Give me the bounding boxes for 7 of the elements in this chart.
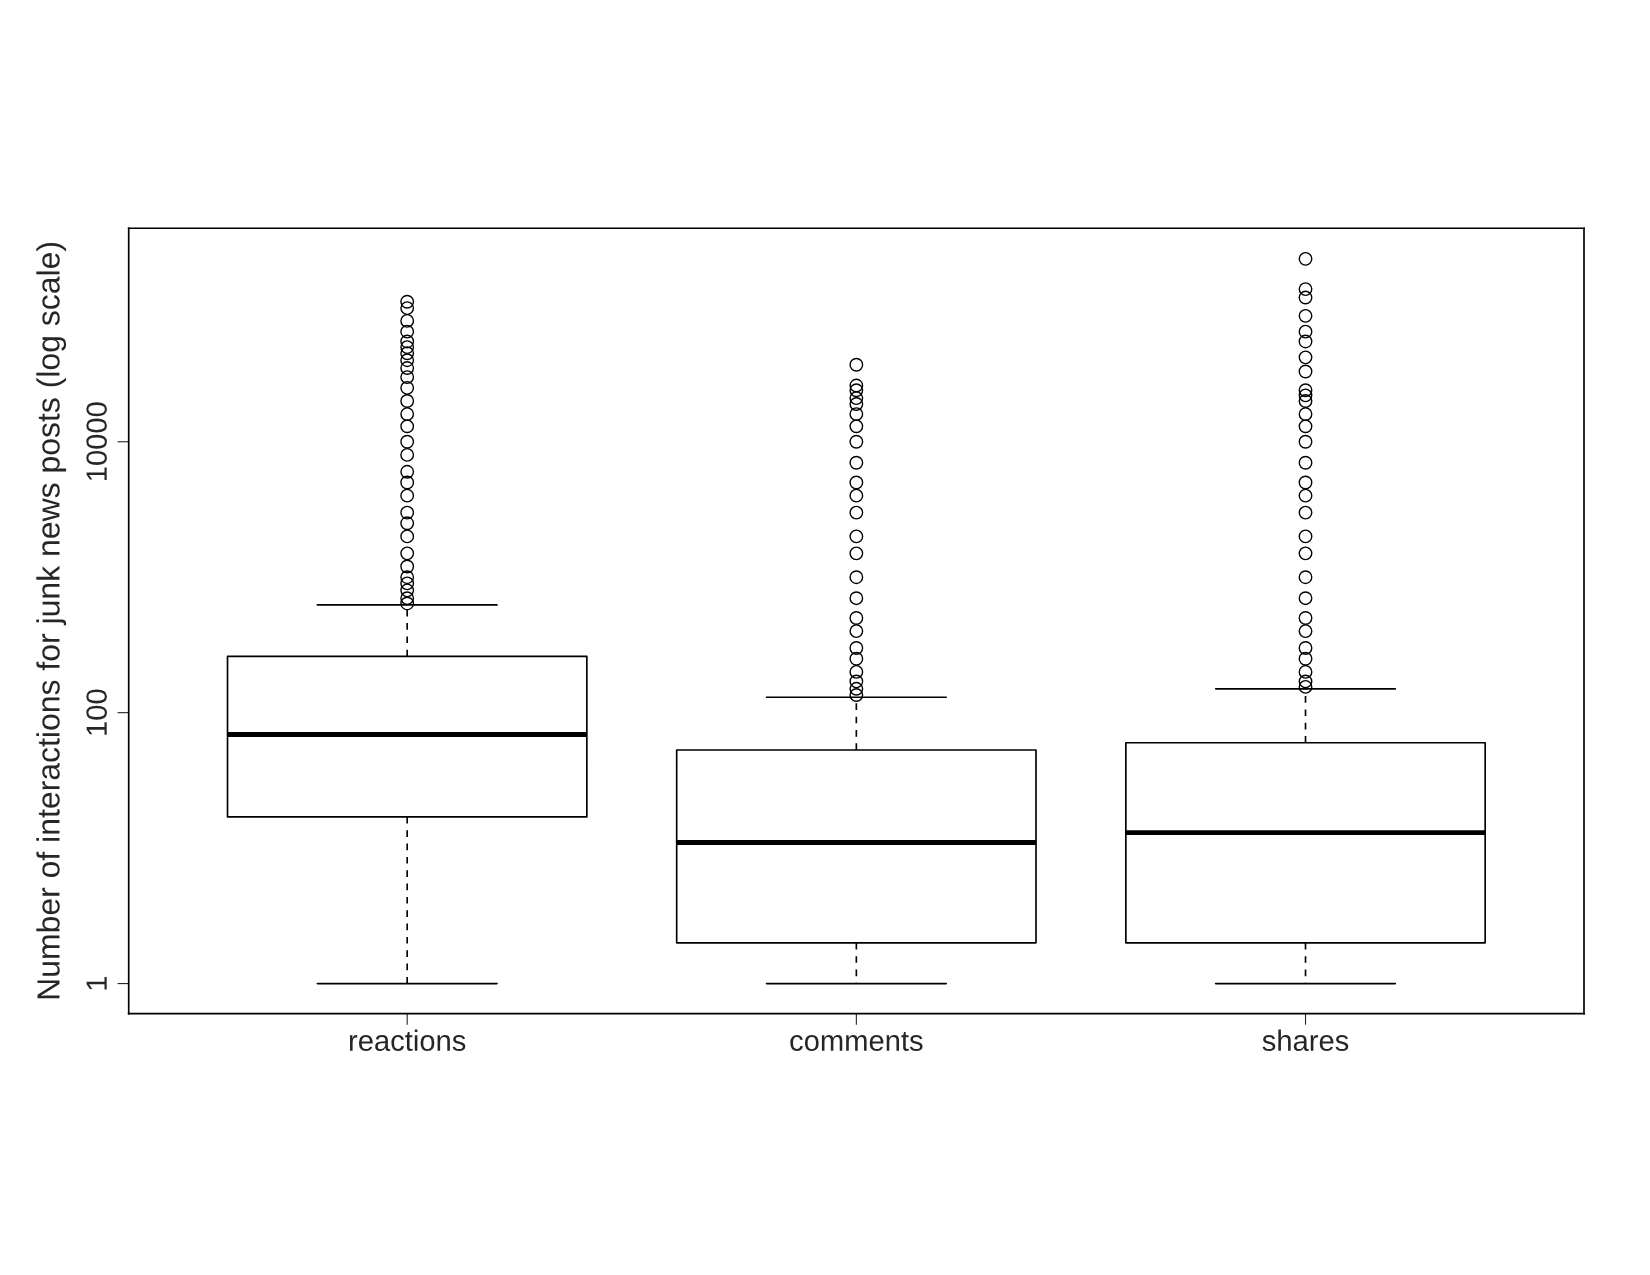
x-tick-label: shares	[1262, 1029, 1349, 1052]
x-tick-label: comments	[790, 1031, 923, 1052]
y-axis-title: Number of interactions for junk news posts (log scale)	[36, 242, 67, 999]
y-tick-label: 10000	[86, 402, 107, 481]
x-tick-label: reactions	[349, 1029, 466, 1052]
y-tick-label: 100	[86, 689, 107, 735]
y-tick-label: 1	[86, 976, 107, 990]
